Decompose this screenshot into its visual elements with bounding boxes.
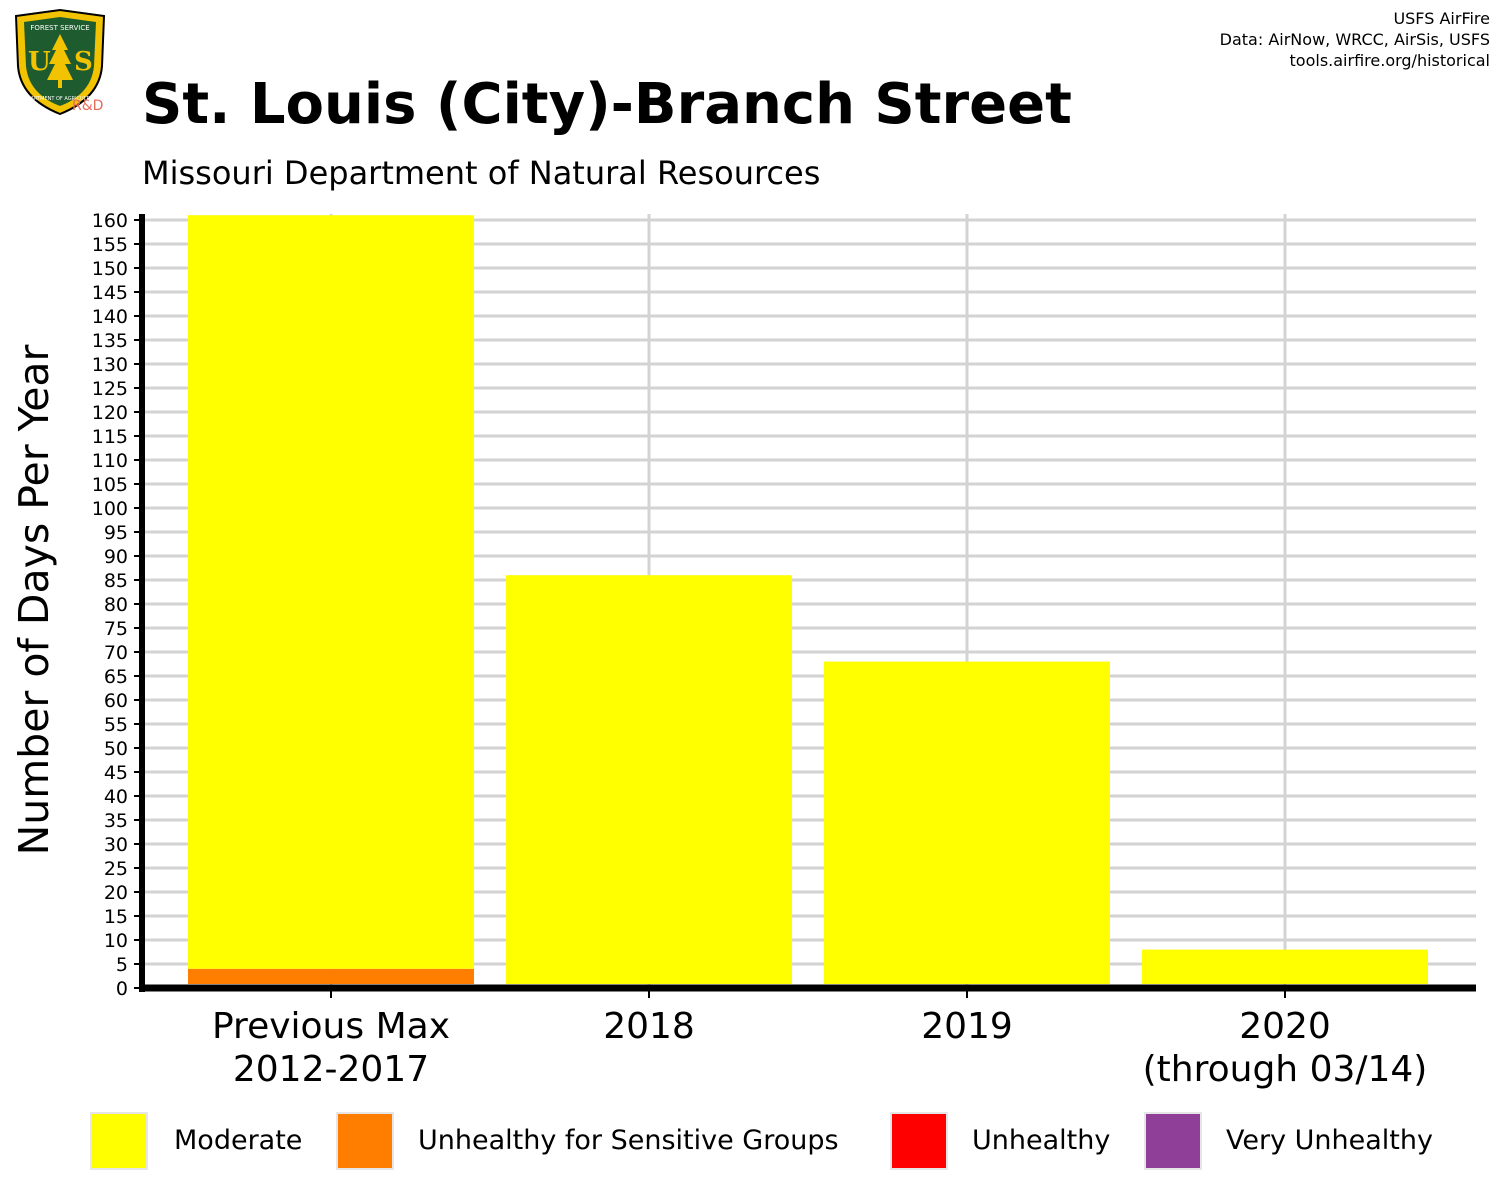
- tick-labels: 0510152025303540455055606570758085909510…: [92, 210, 1428, 1090]
- x-tick-label: Previous Max: [212, 1006, 450, 1047]
- chart-title: St. Louis (City)-Branch Street: [142, 72, 1072, 137]
- y-tick-label: 85: [104, 570, 128, 592]
- legend-swatch-usg: [336, 1112, 394, 1170]
- logo-top-text: FOREST SERVICE: [30, 24, 89, 32]
- y-tick-label: 25: [104, 858, 128, 880]
- credit-line-1: USFS AirFire: [1393, 9, 1490, 28]
- bar-moderate-1: [506, 575, 792, 984]
- bar-moderate-2: [824, 661, 1110, 984]
- bar-chart: 0510152025303540455055606570758085909510…: [92, 210, 1476, 1090]
- y-tick-label: 35: [104, 810, 128, 832]
- y-tick-label: 140: [92, 306, 128, 328]
- y-tick-label: 45: [104, 762, 128, 784]
- legend-swatch-unhealthy: [890, 1112, 948, 1170]
- legend-swatch-moderate: [90, 1112, 148, 1170]
- y-tick-label: 105: [92, 474, 128, 496]
- usda-forest-service-logo: FOREST SERVICE U S DEPARTMENT OF AGRICUL…: [8, 8, 112, 120]
- credits-block: USFS AirFire Data: AirNow, WRCC, AirSis,…: [1220, 8, 1490, 71]
- y-tick-label: 120: [92, 402, 128, 424]
- bars: [188, 215, 1428, 984]
- y-tick-label: 15: [104, 906, 128, 928]
- y-tick-label: 40: [104, 786, 128, 808]
- legend-swatch-very-unhealthy: [1144, 1112, 1202, 1170]
- y-tick-label: 55: [104, 714, 128, 736]
- logo-rd-tag: R&D: [72, 98, 104, 114]
- y-tick-label: 70: [104, 642, 128, 664]
- y-tick-label: 80: [104, 594, 128, 616]
- legend-label-unhealthy: Unhealthy: [972, 1125, 1111, 1156]
- y-tick-label: 95: [104, 522, 128, 544]
- y-tick-label: 125: [92, 378, 128, 400]
- y-tick-label: 115: [92, 426, 128, 448]
- y-tick-label: 50: [104, 738, 128, 760]
- bar-moderate-3: [1142, 949, 1428, 984]
- y-tick-label: 110: [92, 450, 128, 472]
- x-tick-label: (through 03/14): [1143, 1049, 1428, 1090]
- legend: Moderate Unhealthy for Sensitive Groups …: [90, 1112, 1490, 1170]
- y-tick-label: 145: [92, 282, 128, 304]
- x-tick-label: 2020: [1239, 1006, 1331, 1047]
- y-tick-label: 30: [104, 834, 128, 856]
- x-tick-label: 2012-2017: [233, 1049, 429, 1090]
- y-tick-label: 65: [104, 666, 128, 688]
- y-tick-label: 150: [92, 258, 128, 280]
- svg-text:S: S: [74, 47, 93, 77]
- y-tick-label: 160: [92, 210, 128, 232]
- y-tick-label: 20: [104, 882, 128, 904]
- legend-label-very-unhealthy: Very Unhealthy: [1226, 1125, 1433, 1156]
- credit-line-3: tools.airfire.org/historical: [1289, 51, 1490, 70]
- x-tick-label: 2019: [921, 1006, 1013, 1047]
- y-tick-label: 100: [92, 498, 128, 520]
- y-tick-label: 90: [104, 546, 128, 568]
- bar-moderate-0: [188, 215, 474, 969]
- credit-line-2: Data: AirNow, WRCC, AirSis, USFS: [1219, 30, 1490, 49]
- chart-subtitle: Missouri Department of Natural Resources: [142, 154, 821, 192]
- y-tick-label: 10: [104, 930, 128, 952]
- legend-label-moderate: Moderate: [174, 1125, 303, 1156]
- y-tick-label: 155: [92, 234, 128, 256]
- y-tick-label: 5: [116, 954, 128, 976]
- bar-unhealthy-for-sensitive-groups-0: [188, 968, 474, 984]
- logo-bottom-text: DEPARTMENT OF AGRICULTURE: [21, 96, 99, 102]
- axes: [134, 214, 1476, 998]
- y-tick-label: 0: [116, 978, 128, 1000]
- svg-text:U: U: [28, 47, 51, 77]
- y-tick-label: 60: [104, 690, 128, 712]
- y-tick-label: 75: [104, 618, 128, 640]
- x-tick-label: 2018: [603, 1006, 695, 1047]
- legend-label-usg: Unhealthy for Sensitive Groups: [418, 1125, 839, 1156]
- y-tick-label: 130: [92, 354, 128, 376]
- y-tick-label: 135: [92, 330, 128, 352]
